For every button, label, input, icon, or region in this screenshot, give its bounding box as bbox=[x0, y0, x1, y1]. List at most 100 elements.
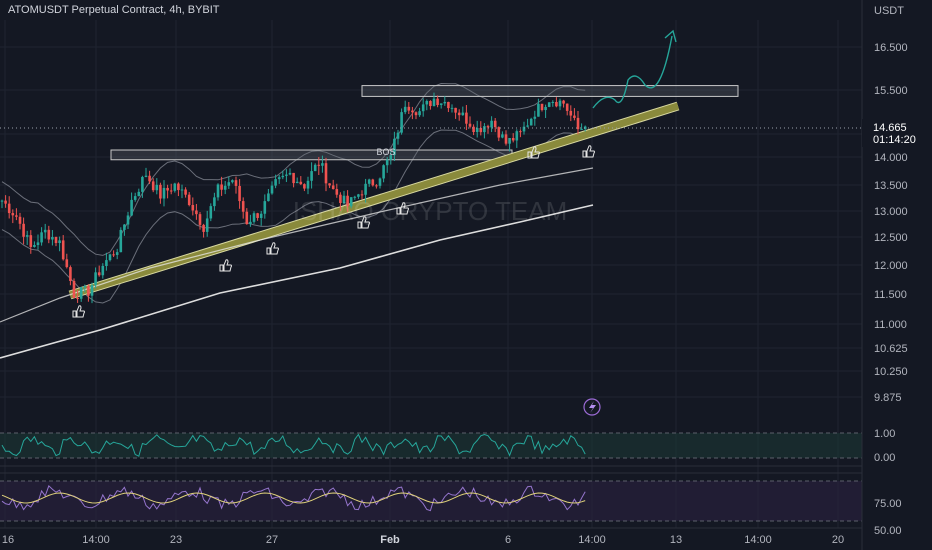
thumbs-up-icon bbox=[266, 242, 279, 255]
candle-71 bbox=[256, 212, 259, 221]
time-tick-label: 6 bbox=[505, 534, 511, 546]
osc2-tick-label: 75.00 bbox=[874, 498, 902, 510]
candle-136 bbox=[490, 116, 493, 133]
candle-37 bbox=[133, 192, 137, 202]
candle-40 bbox=[144, 167, 148, 178]
candle-111 bbox=[400, 108, 403, 135]
price-tick-label: 12.500 bbox=[874, 232, 908, 244]
candle-131 bbox=[472, 124, 475, 136]
time-scale[interactable]: 16 14:00 23 27 Feb 6 14:00 13 14:00 20 bbox=[0, 527, 862, 546]
osc1-line bbox=[1, 433, 586, 457]
candle-86 bbox=[310, 162, 313, 189]
candle-88 bbox=[317, 157, 321, 176]
candle-139 bbox=[501, 131, 504, 139]
osc1-band bbox=[0, 433, 862, 458]
last-price-tag bbox=[862, 119, 932, 147]
thumbs-up-icon bbox=[219, 259, 232, 272]
price-tick-label: 12.000 bbox=[874, 260, 908, 272]
thumbs-up-icon bbox=[396, 202, 409, 215]
candle-107 bbox=[385, 156, 389, 173]
candle-34 bbox=[123, 224, 126, 236]
candle-99 bbox=[357, 193, 360, 199]
candle-81 bbox=[292, 172, 295, 188]
price-tick-label: 10.250 bbox=[874, 366, 908, 378]
osc2-signal bbox=[1, 492, 586, 504]
candle-76 bbox=[274, 174, 277, 189]
thumbs-up-icon bbox=[357, 216, 370, 229]
projection-line bbox=[592, 35, 673, 109]
candle-90 bbox=[324, 157, 328, 192]
candle-155 bbox=[558, 98, 562, 111]
candle-59 bbox=[213, 192, 216, 211]
support-trendline[interactable] bbox=[68, 101, 680, 300]
candle-130 bbox=[468, 116, 472, 129]
candles bbox=[0, 92, 587, 304]
candle-15 bbox=[54, 236, 58, 247]
candle-143 bbox=[515, 129, 519, 148]
candle-60 bbox=[216, 183, 220, 201]
candle-100 bbox=[360, 190, 364, 200]
candle-118 bbox=[425, 99, 429, 111]
candle-25 bbox=[90, 282, 94, 304]
candle-72 bbox=[259, 210, 263, 226]
candle-85 bbox=[306, 176, 310, 195]
zone-0 bbox=[361, 85, 739, 97]
oscillator-1-pane bbox=[0, 432, 862, 467]
watermark-text: ISHAQ CRYPTO TEAM bbox=[293, 196, 568, 226]
candle-162 bbox=[583, 125, 587, 132]
candle-150 bbox=[540, 103, 544, 112]
candle-149 bbox=[537, 98, 540, 117]
candle-42 bbox=[151, 178, 155, 193]
candle-161 bbox=[580, 123, 583, 130]
candle-61 bbox=[220, 176, 223, 196]
candle-110 bbox=[396, 129, 400, 145]
candle-113 bbox=[407, 101, 411, 115]
trendline-fill bbox=[68, 102, 680, 299]
candle-104 bbox=[375, 184, 378, 189]
thumbs-up-icon bbox=[72, 305, 85, 318]
candle-7 bbox=[25, 230, 29, 245]
projection-path bbox=[592, 29, 677, 109]
candle-63 bbox=[227, 176, 231, 189]
candle-67 bbox=[241, 197, 245, 219]
osc1-tick-label: 1.00 bbox=[874, 428, 895, 440]
candle-137 bbox=[493, 118, 497, 133]
candle-152 bbox=[547, 102, 551, 108]
candle-98 bbox=[353, 195, 357, 200]
candle-93 bbox=[335, 183, 339, 198]
osc2-band bbox=[0, 481, 862, 521]
price-tick-label: 11.000 bbox=[874, 319, 907, 331]
moving-average-lines bbox=[0, 167, 594, 359]
candle-138 bbox=[497, 126, 501, 142]
candle-52 bbox=[187, 192, 191, 207]
candle-125 bbox=[450, 104, 454, 113]
candle-68 bbox=[245, 208, 249, 225]
candle-97 bbox=[349, 197, 353, 209]
candle-160 bbox=[576, 110, 580, 135]
candle-80 bbox=[288, 168, 292, 176]
candle-142 bbox=[511, 133, 515, 143]
candle-91 bbox=[328, 183, 331, 189]
candle-154 bbox=[555, 97, 558, 108]
candle-122 bbox=[439, 103, 443, 109]
candle-31 bbox=[112, 250, 115, 258]
candle-135 bbox=[486, 124, 490, 134]
candle-55 bbox=[198, 211, 202, 230]
thumbs-up-icon bbox=[582, 145, 595, 158]
ma-line-0 bbox=[0, 167, 594, 323]
candle-102 bbox=[367, 178, 371, 187]
candle-29 bbox=[105, 252, 108, 271]
candle-11 bbox=[40, 227, 43, 246]
candle-4 bbox=[15, 208, 18, 221]
candle-20 bbox=[72, 278, 76, 299]
lightning-icon[interactable] bbox=[583, 398, 601, 416]
candle-157 bbox=[565, 103, 569, 116]
candle-70 bbox=[252, 211, 256, 224]
candle-56 bbox=[202, 223, 205, 238]
candle-128 bbox=[461, 106, 465, 116]
candle-153 bbox=[551, 100, 555, 107]
price-tick-label: 11.500 bbox=[874, 289, 907, 301]
candle-0 bbox=[0, 199, 4, 209]
price-scale[interactable]: 16.50015.50014.50014.00013.50013.00012.5… bbox=[861, 0, 908, 550]
